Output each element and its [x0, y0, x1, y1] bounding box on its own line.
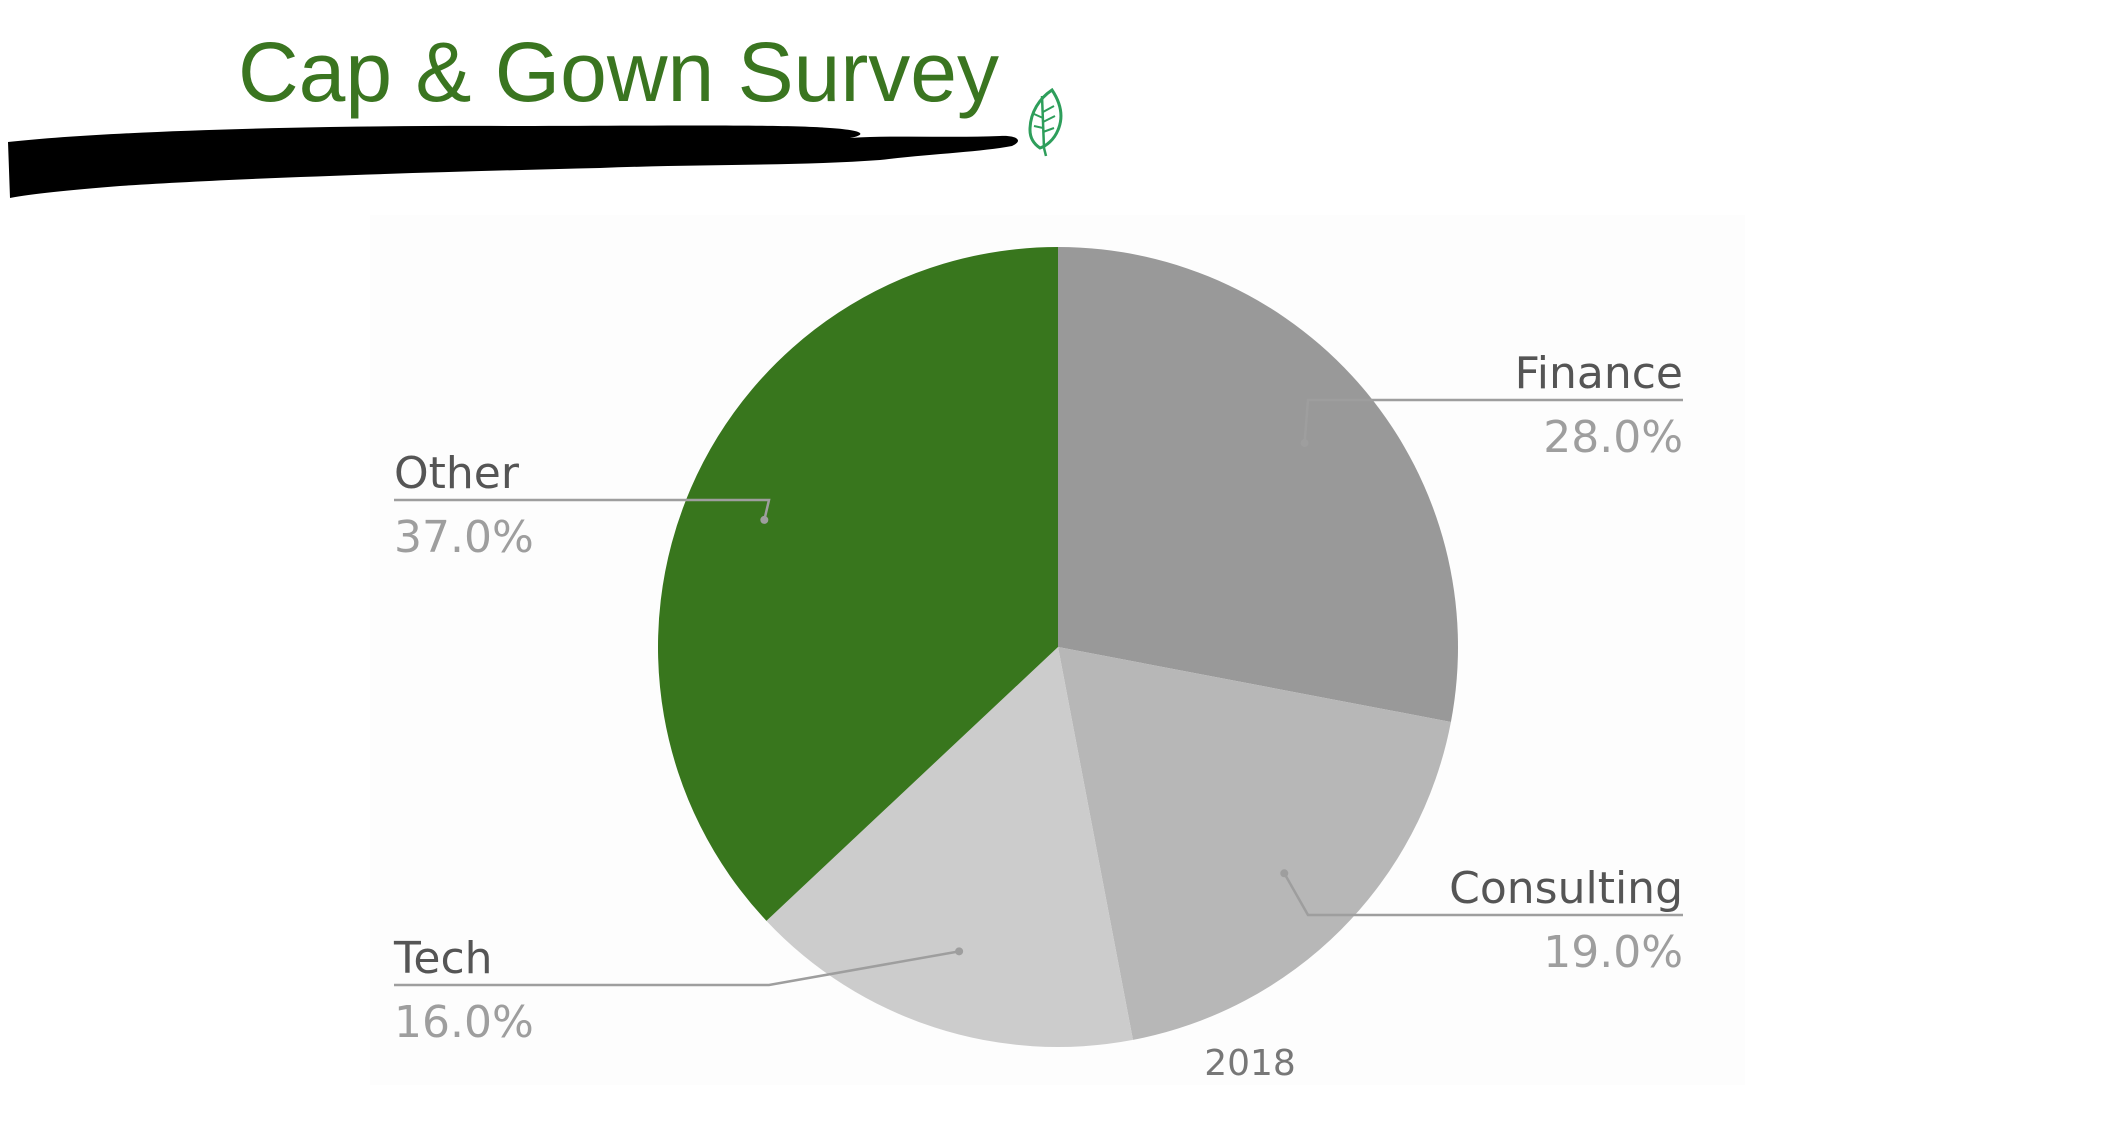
- pie-chart: Finance 28.0% Consulting 19.0% Tech 16.0% Othe…: [393, 247, 1683, 1084]
- leaf-icon: [1028, 87, 1063, 157]
- leader-dot-tech: [955, 947, 964, 956]
- slice-percent-finance: 28.0%: [1543, 412, 1683, 463]
- brush-stroke: [8, 125, 1019, 198]
- pie-slice-consulting: [1058, 647, 1451, 1040]
- leader-lines: [394, 398, 1683, 987]
- chart-panel: Finance 28.0% Consulting 19.0% Tech 16.0% Othe…: [370, 215, 1745, 1085]
- chart-caption: 2018: [1204, 1043, 1296, 1084]
- page-title: Cap & Gown Survey: [238, 25, 1000, 119]
- brush-stroke-decoration: [8, 87, 1063, 198]
- brush-stroke-tail: [820, 138, 1014, 156]
- leader-line-consulting: [1283, 872, 1683, 917]
- pie-slice-finance: [1058, 247, 1458, 722]
- pie-slice-other: [658, 247, 1058, 921]
- leader-line-other: [394, 498, 771, 521]
- slice-label-consulting: Consulting: [1449, 863, 1683, 914]
- slice-label-finance: Finance: [1515, 348, 1683, 399]
- slice-labels: Finance 28.0% Consulting 19.0% Tech 16.0% Othe…: [393, 348, 1683, 1048]
- pie-slice-tech: [766, 647, 1133, 1047]
- slice-percent-tech: 16.0%: [394, 997, 534, 1048]
- leader-dot-consulting: [1280, 869, 1289, 878]
- slice-percent-consulting: 19.0%: [1543, 927, 1683, 978]
- slice-label-tech: Tech: [393, 933, 493, 984]
- slice-label-other: Other: [394, 448, 520, 499]
- pie-slices: [658, 247, 1458, 1047]
- slice-percent-other: 37.0%: [394, 512, 534, 563]
- leader-line-tech: [394, 950, 960, 987]
- leader-dot-other: [760, 515, 769, 524]
- leader-dot-finance: [1300, 439, 1309, 448]
- leader-line-finance: [1303, 398, 1683, 444]
